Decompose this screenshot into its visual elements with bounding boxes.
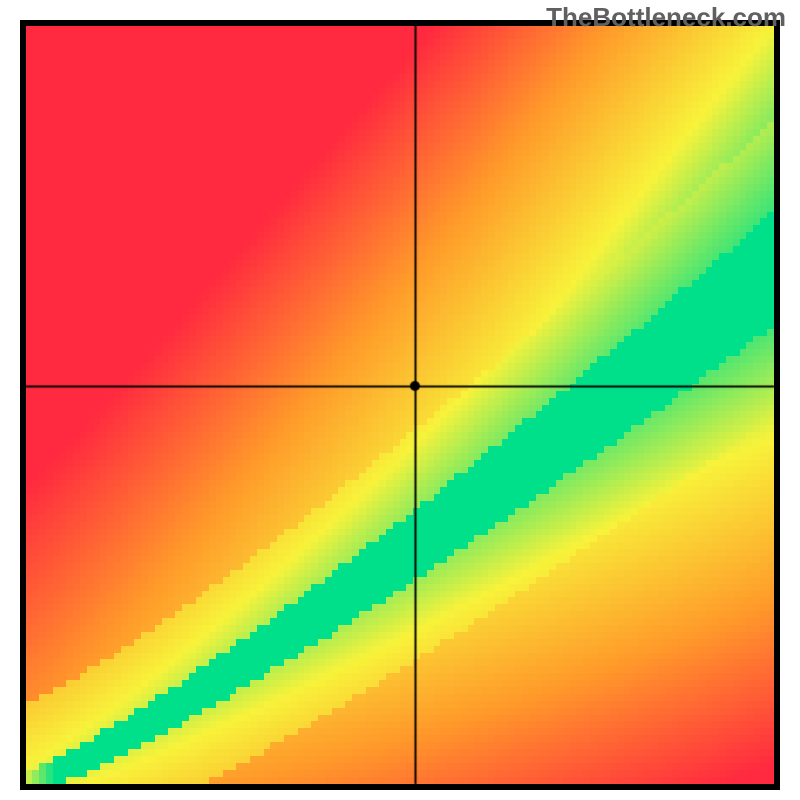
chart-container: { "plot": { "type": "heatmap", "width_px…	[0, 0, 800, 800]
bottleneck-heatmap	[0, 0, 800, 800]
